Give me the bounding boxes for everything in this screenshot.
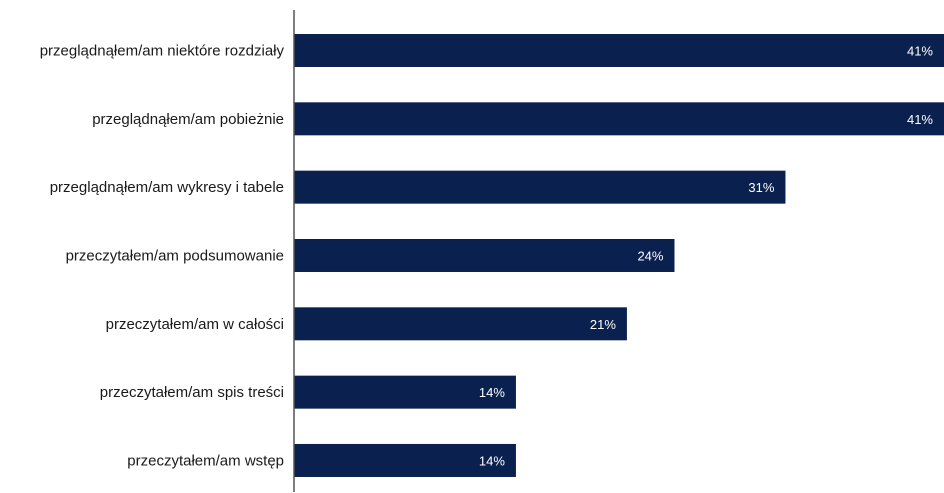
category-label: przeglądnąłem/am wykresy i tabele — [50, 179, 284, 196]
bar — [294, 170, 786, 204]
category-label: przeczytałem/am spis treści — [100, 384, 284, 401]
value-label: 14% — [479, 453, 505, 468]
value-label: 21% — [590, 317, 616, 332]
value-label: 41% — [907, 112, 933, 127]
category-labels-group: przeglądnąłem/am niektóre rozdziały przeg… — [40, 43, 285, 470]
category-label: przeglądnąłem/am niektóre rozdziały — [40, 43, 285, 60]
value-labels-group: 41% 41% 31% 24% 21% 14% 14% — [479, 44, 934, 469]
category-label: przeglądnąłem/am pobieżnie — [92, 111, 284, 128]
category-label: przeczytałem/am w całości — [106, 316, 284, 333]
bars-group — [294, 34, 944, 477]
value-label: 31% — [748, 180, 774, 195]
value-label: 24% — [637, 248, 663, 263]
bar — [294, 307, 627, 341]
value-label: 14% — [479, 385, 505, 400]
bar — [294, 375, 516, 409]
bar — [294, 238, 675, 272]
bar — [294, 443, 516, 477]
category-label: przeczytałem/am podsumowanie — [66, 247, 284, 264]
bar — [294, 102, 944, 136]
category-label: przeczytałem/am wstęp — [127, 452, 284, 469]
value-label: 41% — [907, 44, 933, 59]
bar — [294, 34, 944, 67]
